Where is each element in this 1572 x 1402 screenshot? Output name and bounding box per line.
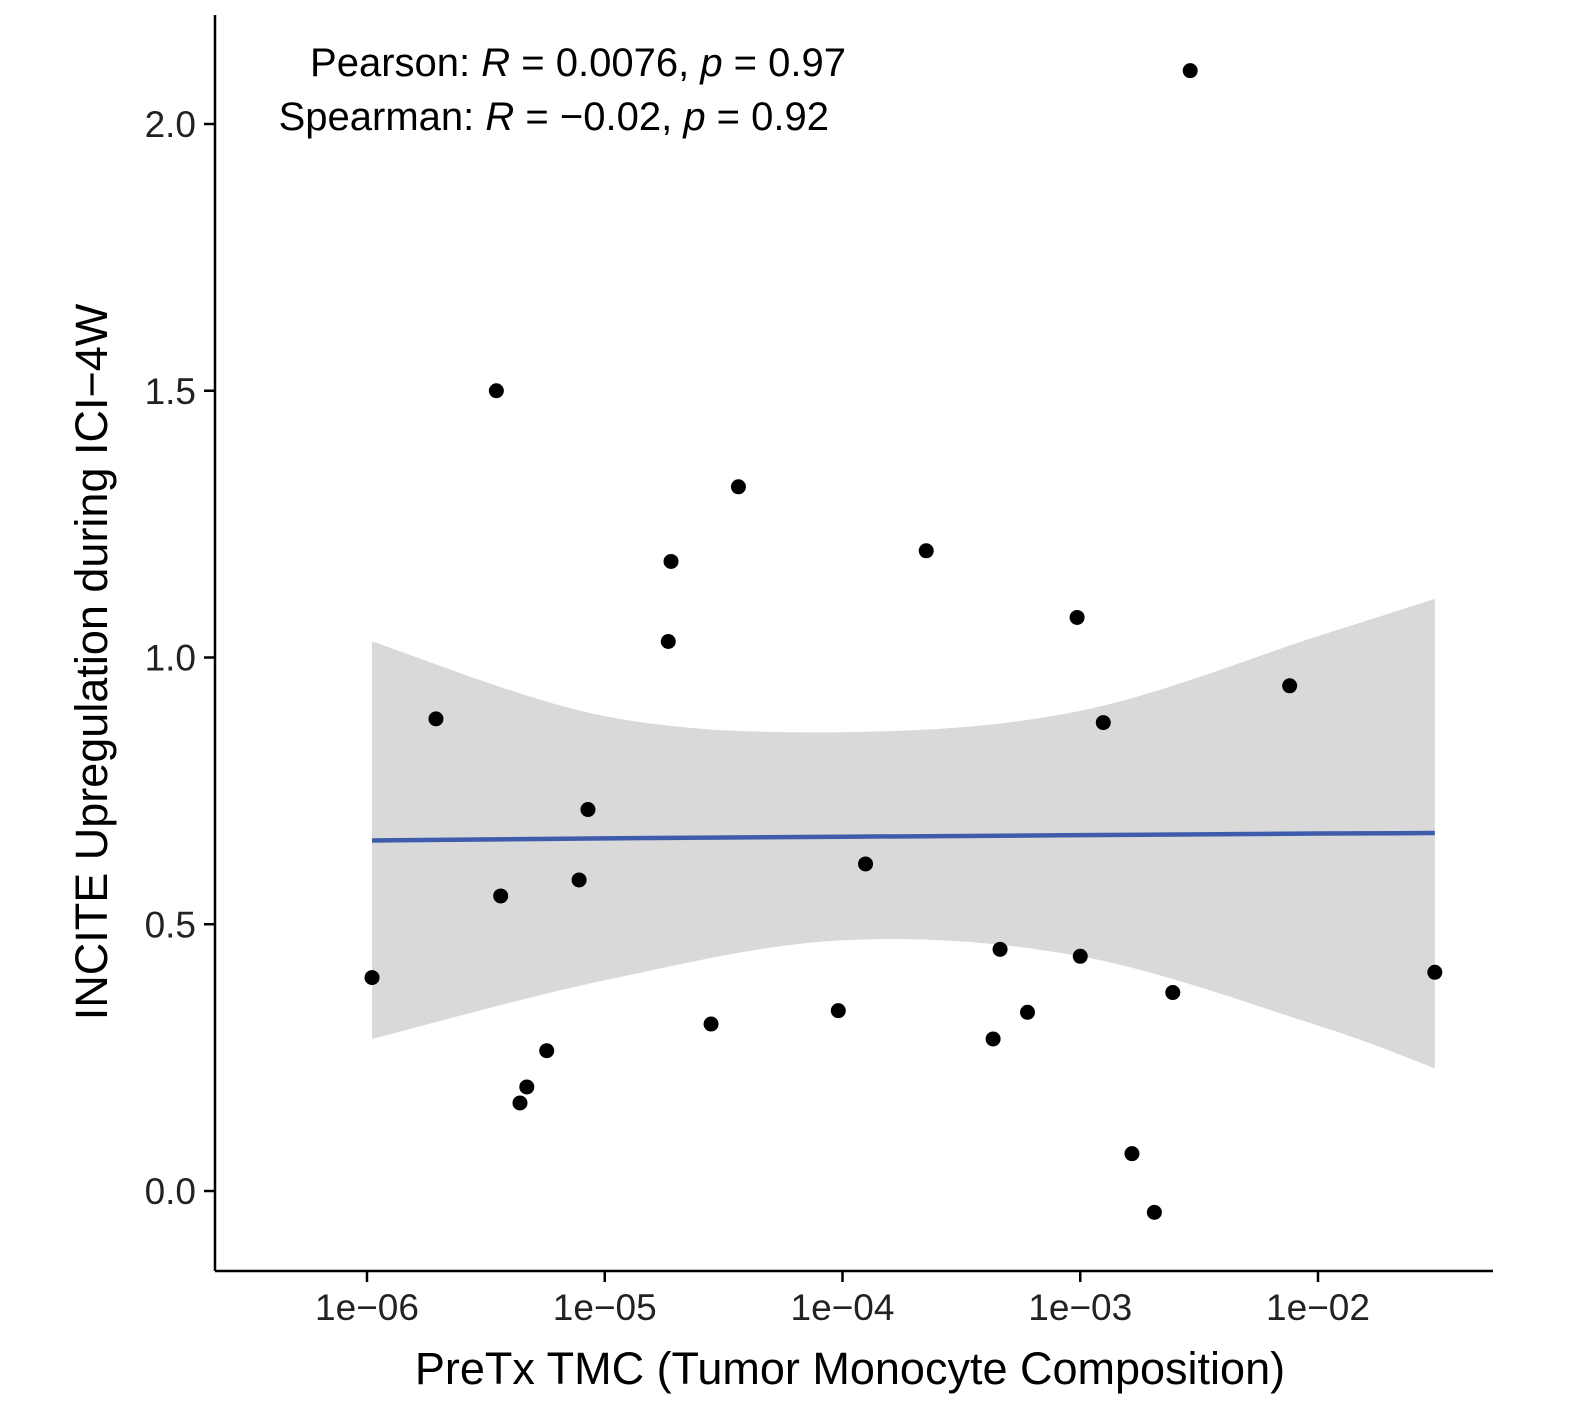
y-tick-label: 2.0: [145, 104, 196, 145]
x-tick-label: 1e−02: [1266, 1287, 1370, 1328]
data-point: [1095, 715, 1111, 731]
data-point: [660, 633, 676, 649]
x-axis-title: PreTx TMC (Tumor Monocyte Composition): [415, 1343, 1285, 1394]
spearman-p-symbol: p: [682, 95, 705, 139]
pearson-r-symbol: R: [481, 41, 510, 85]
fit-line-layer: [372, 830, 1435, 843]
data-point: [428, 711, 444, 727]
data-point: [519, 1079, 535, 1095]
x-tick-label: 1e−04: [791, 1287, 895, 1328]
data-point: [830, 1003, 846, 1019]
data-point: [858, 856, 874, 872]
data-point: [580, 802, 596, 818]
confidence-band: [372, 598, 1435, 1069]
regression-line: [372, 830, 1435, 843]
data-point: [1282, 678, 1298, 694]
data-point: [1165, 985, 1181, 1001]
confidence-band-layer: [372, 598, 1435, 1069]
pearson-prefix: Pearson:: [310, 41, 481, 85]
spearman-r-value: = −0.02,: [514, 95, 683, 139]
pearson-r-value: = 0.0076,: [510, 41, 700, 85]
y-tick-label: 1.0: [145, 638, 196, 679]
data-points: [364, 63, 1443, 1220]
data-point: [730, 479, 746, 495]
data-point: [1182, 63, 1198, 79]
y-tick-label: 0.0: [145, 1171, 196, 1212]
data-point: [992, 941, 1008, 957]
spearman-r-symbol: R: [485, 95, 514, 139]
pearson-p-value: = 0.97: [723, 41, 846, 85]
y-axis-title: INCITE Upregulation during ICI−4W: [66, 303, 117, 1020]
x-tick-label: 1e−05: [553, 1287, 657, 1328]
data-point: [703, 1016, 719, 1032]
y-axis-ticks: 0.0 0.5 1.0 1.5 2.0: [145, 104, 215, 1212]
data-point: [488, 383, 504, 399]
spearman-p-value: = 0.92: [706, 95, 829, 139]
data-point: [512, 1095, 528, 1111]
data-point: [1427, 964, 1443, 980]
pearson-p-symbol: p: [699, 41, 722, 85]
y-tick-label: 0.5: [145, 904, 196, 945]
data-point: [1020, 1004, 1036, 1020]
data-point: [1146, 1204, 1162, 1220]
pearson-annotation: Pearson: R = 0.0076, p = 0.97: [310, 41, 846, 85]
data-point: [985, 1031, 1001, 1047]
data-point: [571, 872, 587, 888]
y-tick-label: 1.5: [145, 371, 196, 412]
data-point: [539, 1043, 555, 1059]
data-point: [918, 543, 934, 559]
x-tick-label: 1e−03: [1028, 1287, 1132, 1328]
x-tick-label: 1e−06: [315, 1287, 419, 1328]
spearman-annotation: Spearman: R = −0.02, p = 0.92: [279, 95, 829, 139]
data-point: [1124, 1146, 1140, 1162]
axes: [213, 15, 1493, 1273]
spearman-prefix: Spearman:: [279, 95, 486, 139]
data-point: [1069, 609, 1085, 625]
x-axis-ticks: 1e−06 1e−05 1e−04 1e−03 1e−02: [315, 1271, 1370, 1328]
data-point: [1072, 948, 1088, 964]
data-point: [364, 970, 380, 986]
data-point: [663, 553, 679, 569]
data-point: [493, 888, 509, 904]
